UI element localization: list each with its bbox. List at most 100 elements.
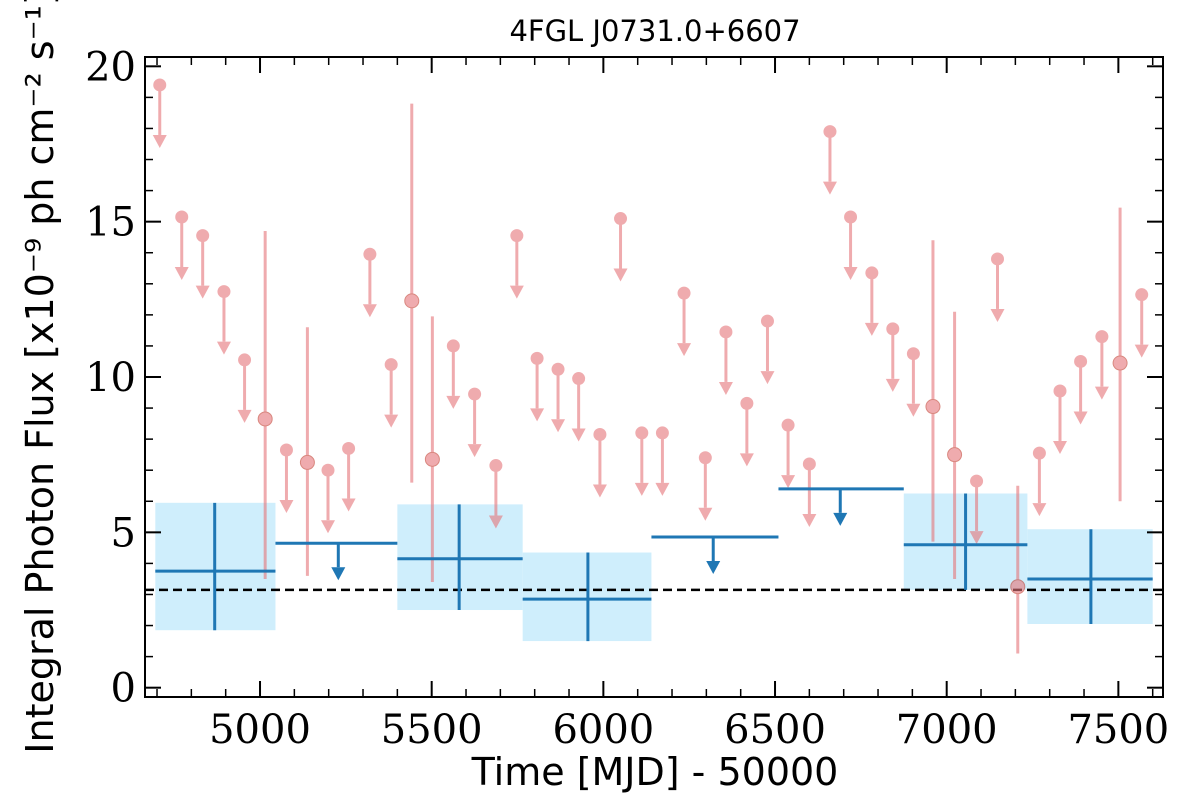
fine-upper-limit-marker (1095, 330, 1109, 344)
fine-upper-limit (760, 314, 775, 385)
coarse-detection (397, 504, 523, 611)
fine-upper-limit-marker (279, 443, 293, 457)
coarse-upper-limit (651, 535, 779, 574)
fine-detection-marker (1010, 579, 1026, 595)
fine-upper-limit-marker (489, 459, 503, 473)
arrow-down-icon (509, 285, 524, 299)
coarse-detection (903, 493, 1028, 590)
arrow-down-icon (1094, 386, 1109, 400)
fine-detection (424, 316, 440, 583)
arrow-down-icon (341, 498, 356, 512)
fine-upper-limit-marker (153, 78, 167, 92)
fine-upper-limit-marker (1074, 354, 1088, 368)
fine-upper-limit (488, 459, 503, 529)
fine-upper-limit-marker (740, 396, 754, 410)
fine-upper-limit (1052, 384, 1067, 454)
y-tick-label: 15 (85, 200, 136, 246)
fine-upper-limit-marker (781, 418, 795, 432)
fine-upper-limit (906, 347, 921, 417)
fine-upper-limit (718, 325, 733, 395)
fine-upper-limit-marker (217, 285, 231, 299)
arrow-down-icon (195, 285, 210, 299)
arrow-down-icon (781, 475, 796, 489)
fine-detection-marker (1112, 355, 1128, 371)
fine-upper-limit (592, 427, 607, 498)
fine-upper-limit (530, 351, 545, 422)
y-tick-label: 20 (85, 44, 136, 90)
fine-upper-limit (802, 457, 817, 527)
fine-detection (1112, 207, 1128, 502)
arrow-down-icon (822, 181, 837, 195)
arrow-down-icon (384, 414, 399, 428)
fine-upper-limit-marker (1053, 384, 1067, 398)
fine-upper-limit-marker (719, 325, 733, 339)
fine-detection-marker (404, 293, 420, 309)
y-tick-label: 0 (111, 666, 136, 712)
y-tick-label: 5 (111, 510, 136, 556)
fine-upper-limit-marker (614, 212, 628, 226)
arrow-down-icon (969, 531, 984, 545)
fine-upper-limit-marker (446, 339, 460, 353)
fine-upper-limit-marker (384, 358, 398, 372)
fine-upper-limit-marker (196, 229, 210, 243)
fine-upper-limit-marker (970, 474, 984, 488)
coarse-detection (155, 502, 276, 631)
coarse-upper-limit (778, 487, 904, 526)
coarse-detection (522, 552, 652, 642)
x-tick-labels: 5000 5500 6000 6500 7000 7500 (209, 707, 1169, 753)
fine-upper-limit (174, 210, 189, 280)
x-tick-label: 6000 (552, 707, 654, 753)
fine-detection-marker (424, 451, 440, 467)
arrow-down-icon (698, 507, 713, 521)
arrow-down-icon (1052, 440, 1067, 454)
fine-upper-limit (571, 372, 586, 442)
fine-upper-limit-marker (698, 451, 712, 465)
fine-upper-limit-marker (238, 353, 252, 367)
arrow-down-icon (885, 378, 900, 392)
coarse-bin-series (155, 487, 1153, 642)
fine-upper-limit-marker (886, 322, 900, 336)
fine-upper-limit-marker (655, 426, 669, 440)
arrow-down-icon (279, 500, 294, 514)
fine-upper-limit (279, 443, 294, 514)
arrow-down-icon (739, 453, 754, 467)
fine-upper-limit-marker (760, 314, 774, 328)
coarse-upper-limit (275, 541, 398, 581)
fine-upper-limit-marker (593, 427, 607, 441)
fine-detection-marker (299, 454, 315, 470)
arrow-down-icon (760, 371, 775, 385)
fine-upper-limit-marker (530, 351, 544, 365)
fine-upper-limit (551, 362, 566, 433)
arrow-down-icon (320, 520, 335, 534)
fine-upper-limit (467, 387, 482, 458)
fine-detection (1010, 485, 1026, 654)
chart-title: 4FGL J0731.0+6607 (509, 14, 800, 48)
arrow-down-icon (1073, 411, 1088, 425)
fine-detection (299, 327, 315, 576)
fine-upper-limit-marker (510, 229, 524, 243)
fine-upper-limit (781, 418, 796, 489)
fine-upper-limit (698, 451, 713, 521)
arrow-down-icon (864, 322, 879, 336)
fine-upper-limit-marker (844, 210, 858, 224)
x-tick-label: 7500 (1067, 707, 1169, 753)
fine-upper-limit (634, 426, 649, 496)
arrow-down-icon (906, 403, 921, 417)
fine-upper-limit (216, 285, 231, 355)
fine-detection (947, 311, 963, 579)
fine-upper-limit (613, 212, 628, 282)
fine-upper-limit (341, 441, 356, 512)
fine-upper-limit (843, 210, 858, 280)
fine-upper-limit-marker (468, 387, 482, 401)
coarse-bin-bands (155, 493, 1153, 642)
fine-upper-limit-marker (1032, 446, 1046, 460)
fine-upper-limit-marker (1135, 288, 1149, 302)
fine-upper-limit (320, 463, 335, 534)
x-tick-label: 7000 (896, 707, 998, 753)
fine-upper-limit (237, 353, 252, 423)
arrow-down-icon (174, 267, 189, 280)
fine-bin-series (152, 78, 1149, 654)
fine-upper-limit-marker (363, 247, 377, 261)
fine-upper-limit (509, 229, 524, 299)
y-tick-labels: 0 5 10 15 20 (85, 44, 136, 711)
